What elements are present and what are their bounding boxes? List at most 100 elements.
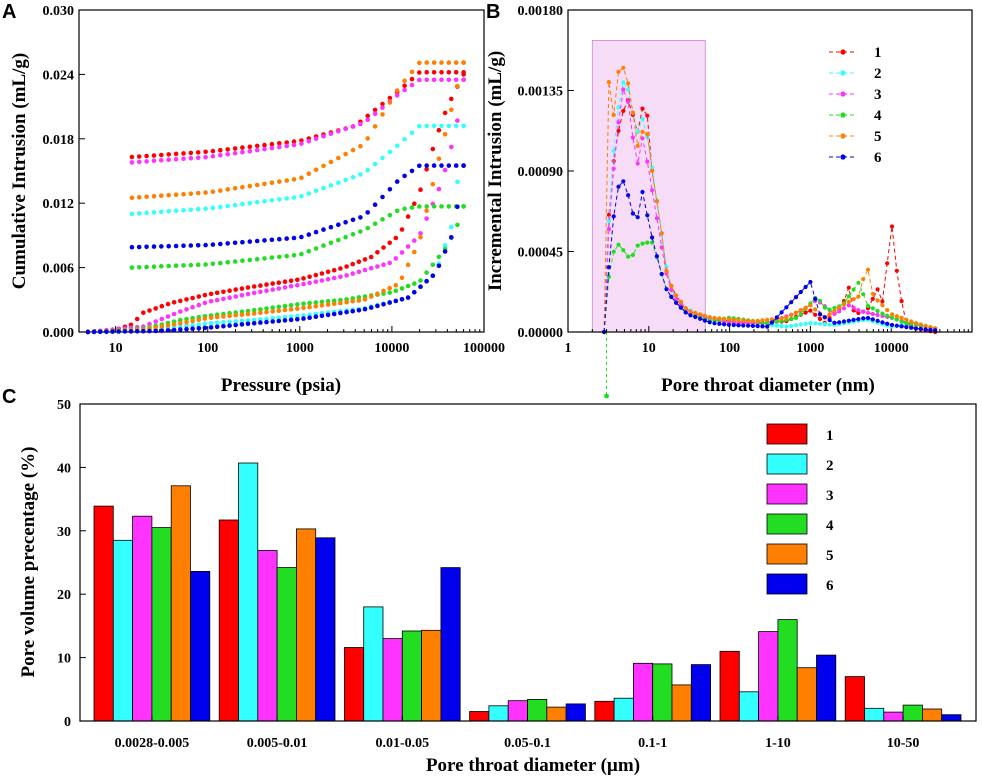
panel-b-point xyxy=(904,325,909,330)
panel-c-legend-swatch xyxy=(766,573,808,595)
panel-b-point xyxy=(928,327,933,332)
panel-c-bar-3 xyxy=(257,550,278,722)
panel-c-xtick-label: 10-50 xyxy=(887,736,920,751)
panel-b-xtick-label: 100 xyxy=(719,341,740,356)
panel-a-point xyxy=(336,222,341,227)
panel-b-point xyxy=(870,296,875,301)
panel-a-point xyxy=(153,325,158,331)
panel-b-point xyxy=(688,313,693,318)
panel-a-point xyxy=(276,318,282,324)
panel-a-point xyxy=(291,235,297,241)
panel-c-legend-swatch xyxy=(766,513,808,535)
panel-b-point xyxy=(645,213,650,218)
panel-a-point xyxy=(328,131,334,137)
panel-a-point xyxy=(258,320,263,325)
panel-b-point xyxy=(606,274,612,279)
panel-c-bar-2 xyxy=(488,705,509,722)
panel-b-point xyxy=(933,328,938,333)
panel-b-point xyxy=(669,283,674,289)
panel-c-plot-frame xyxy=(79,403,977,722)
panel-a-point xyxy=(225,152,230,157)
panel-c-xtick-label: 0.01-0.05 xyxy=(375,736,429,751)
panel-a-point xyxy=(210,261,216,267)
panel-a-point xyxy=(387,285,393,291)
panel-a-point xyxy=(313,279,319,285)
panel-a-point xyxy=(455,179,460,185)
panel-a-point xyxy=(313,272,319,278)
panel-c-bar-4 xyxy=(401,630,422,722)
panel-a-point xyxy=(284,196,290,201)
panel-a-point xyxy=(91,329,97,335)
panel-a-point xyxy=(356,308,362,313)
panel-a-point xyxy=(393,235,399,241)
panel-a-point xyxy=(136,244,142,250)
panel-b-point xyxy=(827,312,832,317)
panel-a-point xyxy=(387,212,393,218)
panel-a-point xyxy=(453,163,459,168)
panel-a-point xyxy=(313,167,319,173)
panel-a-point xyxy=(331,311,337,317)
panel-a-point xyxy=(412,289,417,295)
panel-b-point xyxy=(817,321,823,326)
panel-b-point xyxy=(803,321,808,326)
panel-b-point xyxy=(923,323,928,328)
panel-a-point xyxy=(430,181,436,187)
panel-b-point xyxy=(736,323,741,328)
panel-a-point xyxy=(372,161,378,167)
panel-c-xtick-label: 0.05-0.1 xyxy=(504,736,551,751)
panel-b-point xyxy=(861,277,866,282)
panel-a-point xyxy=(136,265,142,270)
panel-a-xtick-label: 10000 xyxy=(374,341,409,356)
panel-a-point xyxy=(336,129,341,134)
panel-a-point xyxy=(412,249,417,255)
panel-a-series-6 xyxy=(85,163,466,335)
panel-a-point xyxy=(214,324,220,330)
panel-a-point xyxy=(461,70,466,75)
panel-b-point xyxy=(606,226,612,232)
panel-c-ytick-label: 0 xyxy=(64,715,71,730)
panel-a-point xyxy=(221,314,226,319)
panel-a-point xyxy=(409,69,415,75)
panel-a-point xyxy=(284,178,290,183)
panel-a-point xyxy=(442,167,448,173)
panel-a-point xyxy=(436,263,442,269)
panel-a-point xyxy=(240,149,245,155)
panel-a-point xyxy=(214,314,220,320)
panel-c-ylabel: Pore volume precentage (%) xyxy=(18,447,39,678)
panel-b-point xyxy=(808,308,813,313)
panel-a-point xyxy=(184,323,189,329)
panel-a-point xyxy=(166,243,171,249)
panel-a-point xyxy=(306,171,312,176)
panel-a-point xyxy=(202,321,208,327)
panel-a-point xyxy=(264,288,269,294)
panel-c-legend-label: 3 xyxy=(826,488,834,504)
panel-a-point xyxy=(262,142,267,148)
panel-b-point xyxy=(640,106,645,111)
panel-a-point xyxy=(393,283,399,288)
panel-b-point xyxy=(683,306,688,311)
panel-a-series-1 xyxy=(85,70,466,335)
panel-a-point xyxy=(134,329,140,334)
panel-a-point xyxy=(245,291,251,297)
panel-c-bar-5 xyxy=(796,667,817,722)
panel-a-point xyxy=(402,206,407,212)
panel-c-bar-1 xyxy=(469,711,490,722)
panel-a-point xyxy=(195,190,201,196)
panel-b-point xyxy=(645,113,650,118)
panel-a-point xyxy=(350,175,356,180)
panel-a-point xyxy=(247,257,253,263)
panel-a-point xyxy=(227,313,232,319)
panel-b-legend-marker xyxy=(840,112,846,118)
panel-a-point xyxy=(439,60,444,65)
panel-b-ytick-label: 0.00090 xyxy=(518,165,564,180)
panel-a-point xyxy=(247,200,253,206)
panel-a-point xyxy=(295,302,300,307)
panel-b-point xyxy=(779,324,784,329)
panel-b-point xyxy=(880,299,885,304)
panel-b-point xyxy=(630,135,636,140)
panel-a-xtick-label: 1000 xyxy=(286,341,314,356)
panel-b-point xyxy=(918,326,923,331)
panel-a-point xyxy=(295,282,300,288)
panel-c-bar-4 xyxy=(276,567,297,722)
panel-a-point xyxy=(214,297,220,303)
